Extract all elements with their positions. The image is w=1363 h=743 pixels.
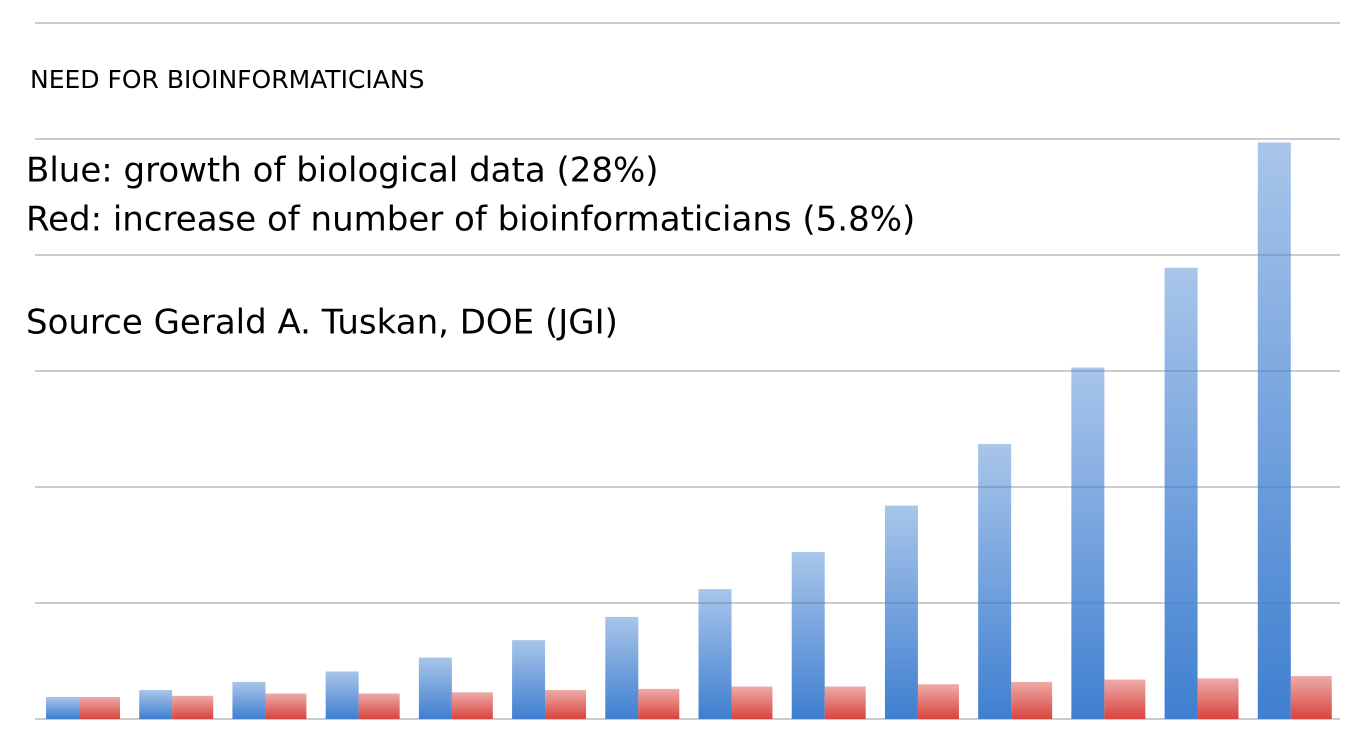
- chart-title: NEED FOR BIOINFORMATICIANS: [30, 65, 424, 94]
- bar: [451, 692, 493, 719]
- bar: [978, 444, 1012, 719]
- bar: [1197, 678, 1239, 719]
- bar: [325, 671, 359, 719]
- annotation: Red: increase of number of bioinformatic…: [26, 200, 915, 240]
- bar: [358, 693, 400, 719]
- bar: [79, 696, 120, 719]
- bar: [1257, 142, 1291, 720]
- bar: [605, 616, 639, 719]
- bar: [884, 505, 918, 719]
- bar: [172, 695, 214, 719]
- annotation: Blue: growth of biological data (28%): [26, 151, 659, 191]
- bar: [46, 696, 79, 719]
- bar: [824, 686, 866, 719]
- bar: [1104, 679, 1146, 719]
- bar: [731, 686, 773, 719]
- bar: [698, 589, 732, 719]
- bar: [917, 684, 959, 719]
- bar: [1011, 681, 1053, 719]
- bar: [418, 657, 452, 719]
- bar: [232, 681, 266, 719]
- bar: [791, 551, 825, 719]
- bars: [46, 142, 1332, 720]
- annotation: Source Gerald A. Tuskan, DOE (JGI): [26, 303, 618, 343]
- bar: [512, 640, 546, 719]
- bar: [1071, 367, 1105, 719]
- bar: [638, 688, 680, 719]
- bar: [265, 693, 307, 719]
- bar: [1290, 676, 1332, 719]
- bar: [1164, 267, 1198, 719]
- grid: [35, 22, 1340, 720]
- bar: [545, 690, 587, 719]
- bar: [139, 690, 173, 719]
